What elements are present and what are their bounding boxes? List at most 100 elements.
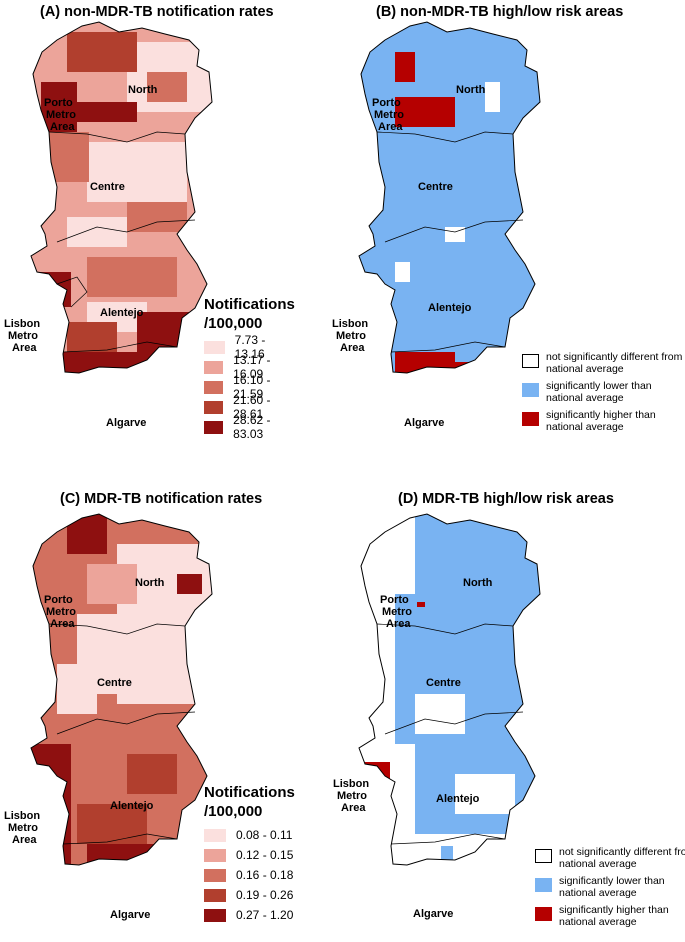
legend-class-3: 16.10 - 21.59 bbox=[204, 373, 295, 401]
legend-class-2: 0.12 - 0.15 bbox=[204, 845, 295, 865]
label-lisbon-3: Area bbox=[12, 834, 37, 846]
label-porto-3: Area bbox=[50, 618, 75, 630]
rate-fill-patch bbox=[147, 72, 187, 102]
legend-swatch bbox=[204, 420, 224, 434]
region-border bbox=[56, 711, 196, 735]
risk-higher-area bbox=[395, 352, 455, 373]
legend-title-line2: /100,000 bbox=[204, 803, 263, 820]
label-north: North bbox=[135, 577, 165, 589]
region-border bbox=[376, 623, 514, 635]
legend-swatch bbox=[522, 412, 539, 426]
label-porto-1: Porto bbox=[372, 97, 401, 109]
label-lisbon-2: Metro bbox=[336, 330, 366, 342]
legend-swatch bbox=[204, 400, 224, 414]
panel-a-title: (A) non-MDR-TB notification rates bbox=[40, 4, 274, 20]
rate-fill-patch bbox=[49, 132, 89, 182]
rate-fill-patch bbox=[67, 217, 127, 247]
rate-fill-patch bbox=[41, 82, 77, 132]
label-alentejo: Alentejo bbox=[110, 800, 154, 812]
legend-nonmdr-rates: Notifications /100,000 7.73 - 13.16 13.1… bbox=[204, 295, 295, 441]
legend-swatch bbox=[535, 878, 552, 892]
legend-risk-higher: significantly higher than national avera… bbox=[522, 409, 685, 433]
label-algarve: Algarve bbox=[404, 417, 445, 429]
label-alentejo: Alentejo bbox=[436, 793, 480, 805]
risk-not-significant-area bbox=[415, 834, 540, 865]
rate-fill-patch bbox=[57, 664, 97, 714]
label-lisbon-1: Lisbon bbox=[4, 810, 41, 822]
legend-mdr-rates: Notifications /100,000 0.08 - 0.11 0.12 … bbox=[204, 783, 295, 925]
label-porto-3: Area bbox=[386, 618, 411, 630]
legend-risk-not-significant: not significantly different from nationa… bbox=[535, 846, 685, 870]
legend-swatch bbox=[204, 360, 224, 374]
rate-fill-patch bbox=[87, 142, 187, 202]
legend-swatch bbox=[204, 340, 225, 354]
legend-class-1: 0.08 - 0.11 bbox=[204, 825, 295, 845]
rate-fill-patch bbox=[177, 574, 202, 594]
rate-fill-patch bbox=[67, 514, 107, 554]
label-centre: Centre bbox=[90, 181, 125, 193]
risk-higher-area bbox=[455, 362, 495, 373]
label-algarve: Algarve bbox=[110, 909, 151, 921]
region-border bbox=[48, 623, 186, 635]
legend-class-4: 0.19 - 0.26 bbox=[204, 885, 295, 905]
region-border bbox=[62, 341, 178, 353]
label-lisbon-1: Lisbon bbox=[4, 318, 41, 330]
rate-fill-patch bbox=[77, 804, 147, 844]
label-centre: Centre bbox=[418, 181, 453, 193]
legend-swatch bbox=[204, 380, 224, 394]
risk-higher-area bbox=[395, 52, 415, 82]
risk-higher-area bbox=[395, 97, 455, 127]
legend-class-5: 28.62 - 83.03 bbox=[204, 413, 295, 441]
map-c-mdr-rates bbox=[30, 513, 213, 866]
legend-swatch bbox=[522, 383, 539, 397]
risk-higher-area bbox=[417, 602, 425, 607]
label-porto-2: Metro bbox=[374, 109, 404, 121]
label-lisbon-2: Metro bbox=[8, 822, 38, 834]
label-lisbon-1: Lisbon bbox=[332, 318, 369, 330]
legend-risk-lower: significantly lower than national averag… bbox=[522, 380, 685, 404]
map-b-nonmdr-risk bbox=[358, 21, 541, 374]
label-alentejo: Alentejo bbox=[100, 307, 144, 319]
legend-swatch bbox=[522, 354, 539, 368]
label-algarve: Algarve bbox=[413, 908, 454, 920]
legend-risk-b: not significantly different from nationa… bbox=[522, 351, 685, 439]
region-border bbox=[390, 833, 506, 845]
label-north: North bbox=[463, 577, 493, 589]
legend-swatch bbox=[204, 888, 226, 902]
map-d-mdr-risk bbox=[358, 513, 541, 866]
region-border bbox=[376, 131, 514, 143]
rate-fill-patch bbox=[77, 102, 137, 122]
risk-lower-area bbox=[441, 846, 453, 865]
legend-title-line2: /100,000 bbox=[204, 315, 263, 332]
label-alentejo: Alentejo bbox=[428, 302, 472, 314]
label-porto-2: Metro bbox=[382, 606, 412, 618]
risk-not-significant-area bbox=[485, 82, 500, 112]
label-lisbon-3: Area bbox=[341, 802, 366, 814]
region-border bbox=[384, 711, 524, 735]
label-lisbon-2: Metro bbox=[8, 330, 38, 342]
region-border bbox=[48, 131, 186, 143]
label-algarve: Algarve bbox=[106, 417, 147, 429]
region-border bbox=[384, 219, 524, 243]
rate-fill-patch bbox=[127, 754, 177, 794]
legend-title-line1: Notifications bbox=[204, 784, 295, 801]
risk-not-significant-area bbox=[445, 227, 465, 242]
rate-fill-patch bbox=[67, 32, 137, 72]
label-lisbon-1: Lisbon bbox=[333, 778, 370, 790]
legend-swatch bbox=[204, 868, 226, 882]
risk-higher-area bbox=[359, 292, 389, 317]
label-centre: Centre bbox=[97, 677, 132, 689]
panel-b-title: (B) non-MDR-TB high/low risk areas bbox=[376, 4, 624, 20]
legend-risk-d: not significantly different from nationa… bbox=[535, 846, 685, 934]
label-lisbon-3: Area bbox=[12, 342, 37, 354]
legend-swatch bbox=[204, 908, 226, 922]
rate-fill-patch bbox=[67, 322, 117, 352]
label-porto-2: Metro bbox=[46, 606, 76, 618]
rate-fill-patch bbox=[87, 257, 177, 297]
panel-d-title: (D) MDR-TB high/low risk areas bbox=[398, 491, 614, 507]
label-porto-2: Metro bbox=[46, 109, 76, 121]
label-lisbon-2: Metro bbox=[337, 790, 367, 802]
region-border bbox=[56, 219, 196, 243]
risk-not-significant-area bbox=[415, 694, 465, 734]
legend-swatch bbox=[535, 907, 552, 921]
